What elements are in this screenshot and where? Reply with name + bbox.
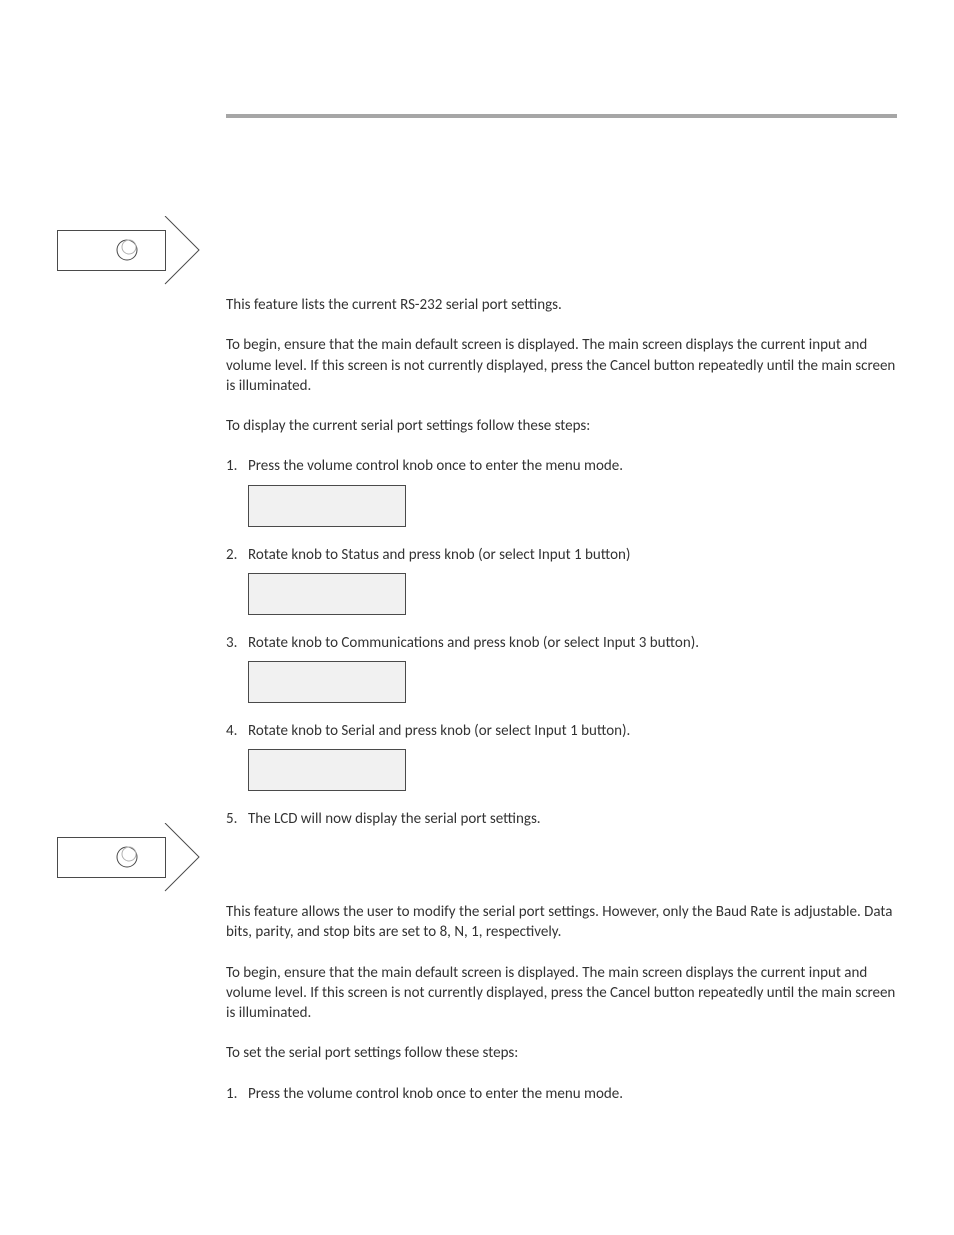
step-number: 3. [226, 633, 248, 653]
lcd-display-icon [248, 485, 406, 527]
step-text: Rotate knob to Communications and press … [248, 634, 699, 652]
step-number: 4. [226, 721, 248, 741]
section-serial-settings: This feature allows the user to modify t… [226, 902, 897, 1122]
paragraph: This feature allows the user to modify t… [226, 902, 897, 943]
document-page: This feature lists the current RS-232 se… [0, 0, 954, 1235]
step-text: Press the volume control knob once to en… [248, 457, 623, 475]
paragraph: To display the current serial port setti… [226, 416, 897, 436]
paragraph: To set the serial port settings follow t… [226, 1043, 897, 1063]
step-item: 5.The LCD will now display the serial po… [226, 809, 897, 829]
step-number: 2. [226, 545, 248, 565]
paragraph: To begin, ensure that the main default s… [226, 963, 897, 1024]
step-text: The LCD will now display the serial port… [248, 810, 541, 828]
step-item: 2.Rotate knob to Status and press knob (… [226, 545, 897, 615]
step-text: Press the volume control knob once to en… [248, 1085, 623, 1103]
step-text: Rotate knob to Serial and press knob (or… [248, 722, 630, 740]
step-item: 3.Rotate knob to Communications and pres… [226, 633, 897, 703]
step-item: 1.Press the volume control knob once to … [226, 1084, 897, 1104]
lcd-display-icon [248, 573, 406, 615]
section-serial-status: This feature lists the current RS-232 se… [226, 295, 897, 848]
steps-list: 1.Press the volume control knob once to … [226, 456, 897, 829]
step-item: 1.Press the volume control knob once to … [226, 456, 897, 526]
section-marker-icon [57, 216, 202, 286]
step-number: 1. [226, 456, 248, 476]
step-number: 1. [226, 1084, 248, 1104]
horizontal-rule [226, 114, 897, 118]
steps-list: 1.Press the volume control knob once to … [226, 1084, 897, 1104]
section-marker-icon [57, 823, 202, 893]
paragraph: This feature lists the current RS-232 se… [226, 295, 897, 315]
paragraph: To begin, ensure that the main default s… [226, 335, 897, 396]
lcd-display-icon [248, 661, 406, 703]
lcd-display-icon [248, 749, 406, 791]
step-text: Rotate knob to Status and press knob (or… [248, 546, 630, 564]
step-item: 4.Rotate knob to Serial and press knob (… [226, 721, 897, 791]
step-number: 5. [226, 809, 248, 829]
